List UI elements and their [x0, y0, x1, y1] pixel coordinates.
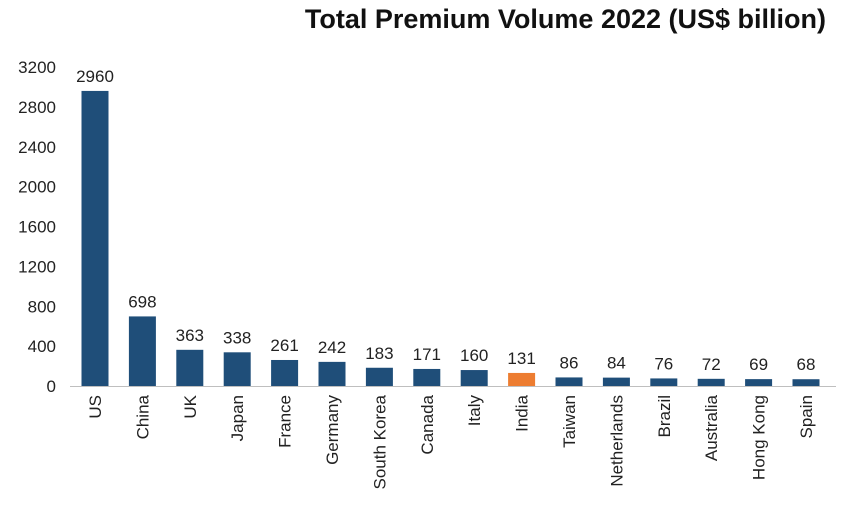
data-label: 2960	[76, 67, 114, 86]
data-label: 363	[176, 326, 204, 345]
x-tick-label: Italy	[465, 395, 484, 427]
data-label: 86	[560, 353, 579, 372]
bar-canada	[413, 368, 441, 386]
bar-india	[508, 372, 536, 386]
data-label: 69	[749, 355, 768, 374]
bar-japan	[223, 352, 251, 386]
x-tick-label: France	[276, 395, 295, 448]
y-tick-label: 1200	[18, 257, 56, 276]
data-label: 698	[128, 292, 156, 311]
bar-australia	[697, 378, 725, 386]
x-tick-label: Canada	[418, 394, 437, 454]
data-label: 72	[702, 355, 721, 374]
y-tick-label: 400	[28, 337, 56, 356]
bars-group	[81, 90, 820, 387]
bar-germany	[318, 361, 346, 386]
x-tick-label: US	[86, 395, 105, 419]
y-tick-label: 1600	[18, 218, 56, 237]
x-tick-label: India	[513, 394, 532, 431]
data-label: 84	[607, 354, 626, 373]
bar-italy	[460, 370, 488, 386]
bar-uk	[176, 349, 204, 386]
x-tick-label: Germany	[323, 395, 342, 465]
bar-france	[271, 359, 299, 386]
x-tick-label: UK	[181, 394, 200, 418]
data-label: 183	[365, 344, 393, 363]
y-tick-label: 0	[47, 377, 56, 396]
x-tick-label: South Korea	[370, 394, 389, 489]
x-tick-label: China	[133, 394, 152, 439]
x-tick-label: Australia	[702, 394, 721, 461]
data-label: 160	[460, 346, 488, 365]
y-tick-label: 2400	[18, 138, 56, 157]
x-tick-label: Spain	[797, 395, 816, 438]
y-tick-label: 800	[28, 297, 56, 316]
y-tick-label: 2800	[18, 98, 56, 117]
bar-brazil	[650, 378, 678, 386]
data-label: 68	[797, 355, 816, 374]
bar-spain	[792, 379, 820, 386]
x-tick-label: Netherlands	[607, 395, 626, 487]
bar-taiwan	[555, 377, 583, 386]
y-tick-label: 3200	[18, 58, 56, 77]
bar-netherlands	[602, 377, 630, 386]
data-label: 338	[223, 328, 251, 347]
x-tick-label: Brazil	[655, 395, 674, 438]
bar-hong-kong	[745, 379, 773, 386]
data-label: 76	[654, 354, 673, 373]
y-tick-label: 2000	[18, 178, 56, 197]
y-axis: 0 400 800 1200 1600 2000 2400 2800 3200	[18, 58, 56, 396]
x-tick-label: Japan	[228, 395, 247, 441]
x-tick-label: Hong Kong	[750, 395, 769, 480]
data-label: 261	[270, 336, 298, 355]
data-label: 131	[507, 349, 535, 368]
chart-title: Total Premium Volume 2022 (US$ billion)	[304, 4, 826, 34]
data-label: 171	[413, 345, 441, 364]
x-tick-label: Taiwan	[560, 395, 579, 448]
bar-south-korea	[365, 367, 393, 386]
x-axis: US China UK Japan France Germany South Korea Ca…	[70, 386, 836, 490]
data-label: 242	[318, 338, 346, 357]
bar-china	[128, 316, 156, 386]
data-labels-group: 2960 698 363 338 261 242 183 171 160 131 86 84 76 72 6…	[76, 67, 815, 374]
bar-us	[81, 90, 109, 387]
